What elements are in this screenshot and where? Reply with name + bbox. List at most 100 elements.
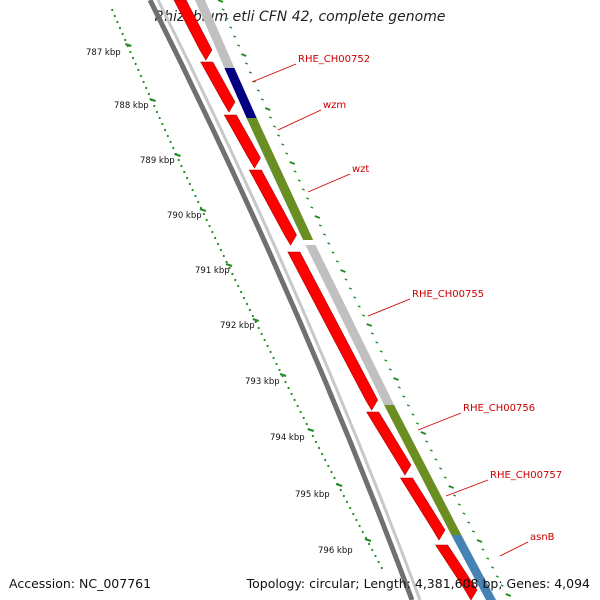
tick-dot — [278, 368, 281, 372]
tick-mark — [233, 35, 237, 38]
gene-label: asnB — [530, 532, 555, 543]
tick-mark — [453, 494, 457, 497]
tick-dot — [299, 410, 302, 414]
tick-mark — [402, 395, 406, 398]
tick-mark — [327, 242, 331, 245]
tick-dot — [180, 164, 183, 168]
tick-dot — [205, 218, 208, 222]
tick-mark — [335, 260, 339, 263]
cds-arrow — [435, 544, 478, 600]
tick-mark — [434, 458, 438, 461]
kbp-label: 787 kbp — [86, 48, 121, 58]
gene-label: RHE_CH00757 — [490, 470, 562, 481]
tick-dot — [272, 356, 275, 360]
gene-leader-line — [367, 298, 411, 317]
tick-dot — [111, 8, 114, 12]
tick-dot — [380, 566, 383, 570]
tick-mark — [486, 557, 490, 560]
tick-dot — [260, 332, 263, 336]
tick-dot — [251, 314, 254, 318]
tick-dot — [137, 68, 140, 72]
tick-mark — [366, 323, 373, 327]
tick-dot — [368, 542, 371, 546]
cds-arrow — [248, 169, 297, 246]
kbp-labels: 787 kbp 788 kbp 789 kbp 790 kbp 791 kbp 792 k… — [86, 48, 353, 556]
tick-dot — [185, 176, 189, 180]
tick-dot — [287, 386, 290, 390]
tick-mark — [289, 161, 296, 165]
tick-mark — [471, 530, 475, 533]
tick-major — [149, 98, 156, 102]
backbone-light — [156, 0, 422, 600]
tick-mark — [505, 593, 512, 597]
kbp-label: 789 kbp — [140, 156, 175, 166]
tick-major — [307, 428, 315, 432]
cds-arrow — [200, 61, 236, 113]
tick-mark — [375, 341, 379, 344]
tick-mark — [348, 287, 352, 290]
tick-dot — [302, 416, 305, 420]
tick-dot — [145, 86, 148, 90]
outer-tick-ring — [217, 0, 512, 597]
tick-dot — [374, 554, 377, 558]
tick-dot — [266, 344, 269, 348]
cds-arrow — [366, 411, 412, 476]
tick-mark — [344, 278, 348, 281]
gene-leader-line — [445, 479, 489, 497]
tick-dot — [142, 80, 145, 84]
tick-dot — [131, 56, 135, 60]
cds-arrow — [223, 114, 261, 169]
tick-mark — [397, 386, 401, 389]
tick-major — [279, 373, 287, 377]
tick-dot — [327, 464, 330, 468]
kbp-label: 793 kbp — [245, 377, 280, 387]
tick-mark — [370, 332, 374, 335]
tick-dot — [228, 266, 231, 270]
tick-dot — [339, 488, 342, 492]
tick-dot — [188, 182, 191, 186]
tick-mark — [264, 107, 271, 111]
tick-mark — [277, 134, 281, 137]
tick-dot — [153, 104, 156, 108]
tick-dot — [219, 248, 223, 252]
cds-arrow — [287, 251, 378, 411]
tick-dot — [216, 242, 220, 246]
tick-dot — [361, 530, 364, 534]
tick-major — [199, 208, 207, 212]
tick-major — [252, 318, 260, 322]
tick-mark — [357, 305, 361, 308]
tick-dot — [194, 194, 197, 198]
tick-dot — [158, 116, 161, 120]
tick-dot — [352, 512, 355, 516]
tick-major — [174, 153, 181, 157]
gene-label: RHE_CH00755 — [412, 289, 484, 300]
tick-dot — [345, 500, 349, 504]
tick-dot — [231, 272, 234, 276]
tick-dot — [305, 422, 308, 426]
tick-mark — [476, 539, 483, 543]
tick-mark — [240, 53, 247, 57]
tick-mark — [301, 188, 305, 191]
tick-major — [125, 43, 132, 47]
tick-dot — [333, 476, 336, 480]
cds-track — [173, 0, 478, 600]
tick-dot — [377, 560, 380, 564]
tick-dot — [197, 200, 200, 204]
tick-mark — [481, 548, 485, 551]
tick-dot — [296, 404, 299, 408]
tick-dot — [161, 122, 164, 126]
tick-mark — [229, 26, 233, 29]
tick-major — [225, 263, 233, 267]
tick-major — [335, 483, 343, 487]
tick-mark — [353, 296, 357, 299]
kbp-label: 795 kbp — [295, 490, 330, 500]
tick-dot — [177, 158, 180, 162]
tick-dot — [317, 446, 321, 450]
tick-mark — [331, 251, 335, 254]
tick-dot — [342, 494, 345, 498]
kbp-label: 794 kbp — [270, 433, 305, 443]
tick-mark — [379, 350, 383, 353]
tick-dot — [183, 170, 186, 174]
